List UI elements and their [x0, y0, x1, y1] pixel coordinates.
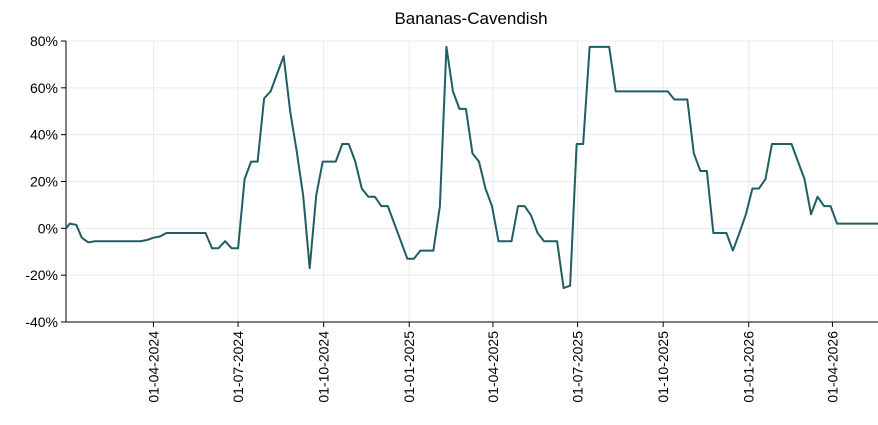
y-tick-label: 0%: [38, 220, 58, 236]
x-tick-label: 01-01-2026: [741, 331, 757, 403]
x-axis-ticks: 01-04-2024 01-07-2024 01-10-2024 01-01-2025…: [145, 322, 840, 403]
y-tick-label: 80%: [30, 33, 58, 49]
y-tick-label: 60%: [30, 80, 58, 96]
series-line: [65, 45, 878, 290]
y-tick-label: -40%: [25, 314, 58, 330]
x-tick-label: 01-04-2025: [485, 331, 501, 403]
x-tick-label: 01-10-2025: [655, 331, 671, 403]
y-tick-label: -20%: [25, 267, 58, 283]
x-tick-label: 01-07-2025: [570, 331, 586, 403]
x-tick-label: 01-04-2026: [824, 331, 840, 403]
series-layer: [65, 45, 878, 290]
x-tick-label: 01-10-2024: [316, 331, 332, 403]
chart-title: Bananas-Cavendish: [394, 9, 547, 28]
x-tick-label: 01-01-2025: [401, 331, 417, 403]
grid-lines: [66, 40, 878, 323]
y-tick-label: 20%: [30, 174, 58, 190]
y-axis-ticks: -40% -20% 0% 20% 40% 60% 80%: [25, 33, 66, 330]
y-tick-label: 40%: [30, 127, 58, 143]
x-tick-label: 01-04-2024: [145, 331, 161, 403]
x-tick-label: 01-07-2024: [230, 331, 246, 403]
